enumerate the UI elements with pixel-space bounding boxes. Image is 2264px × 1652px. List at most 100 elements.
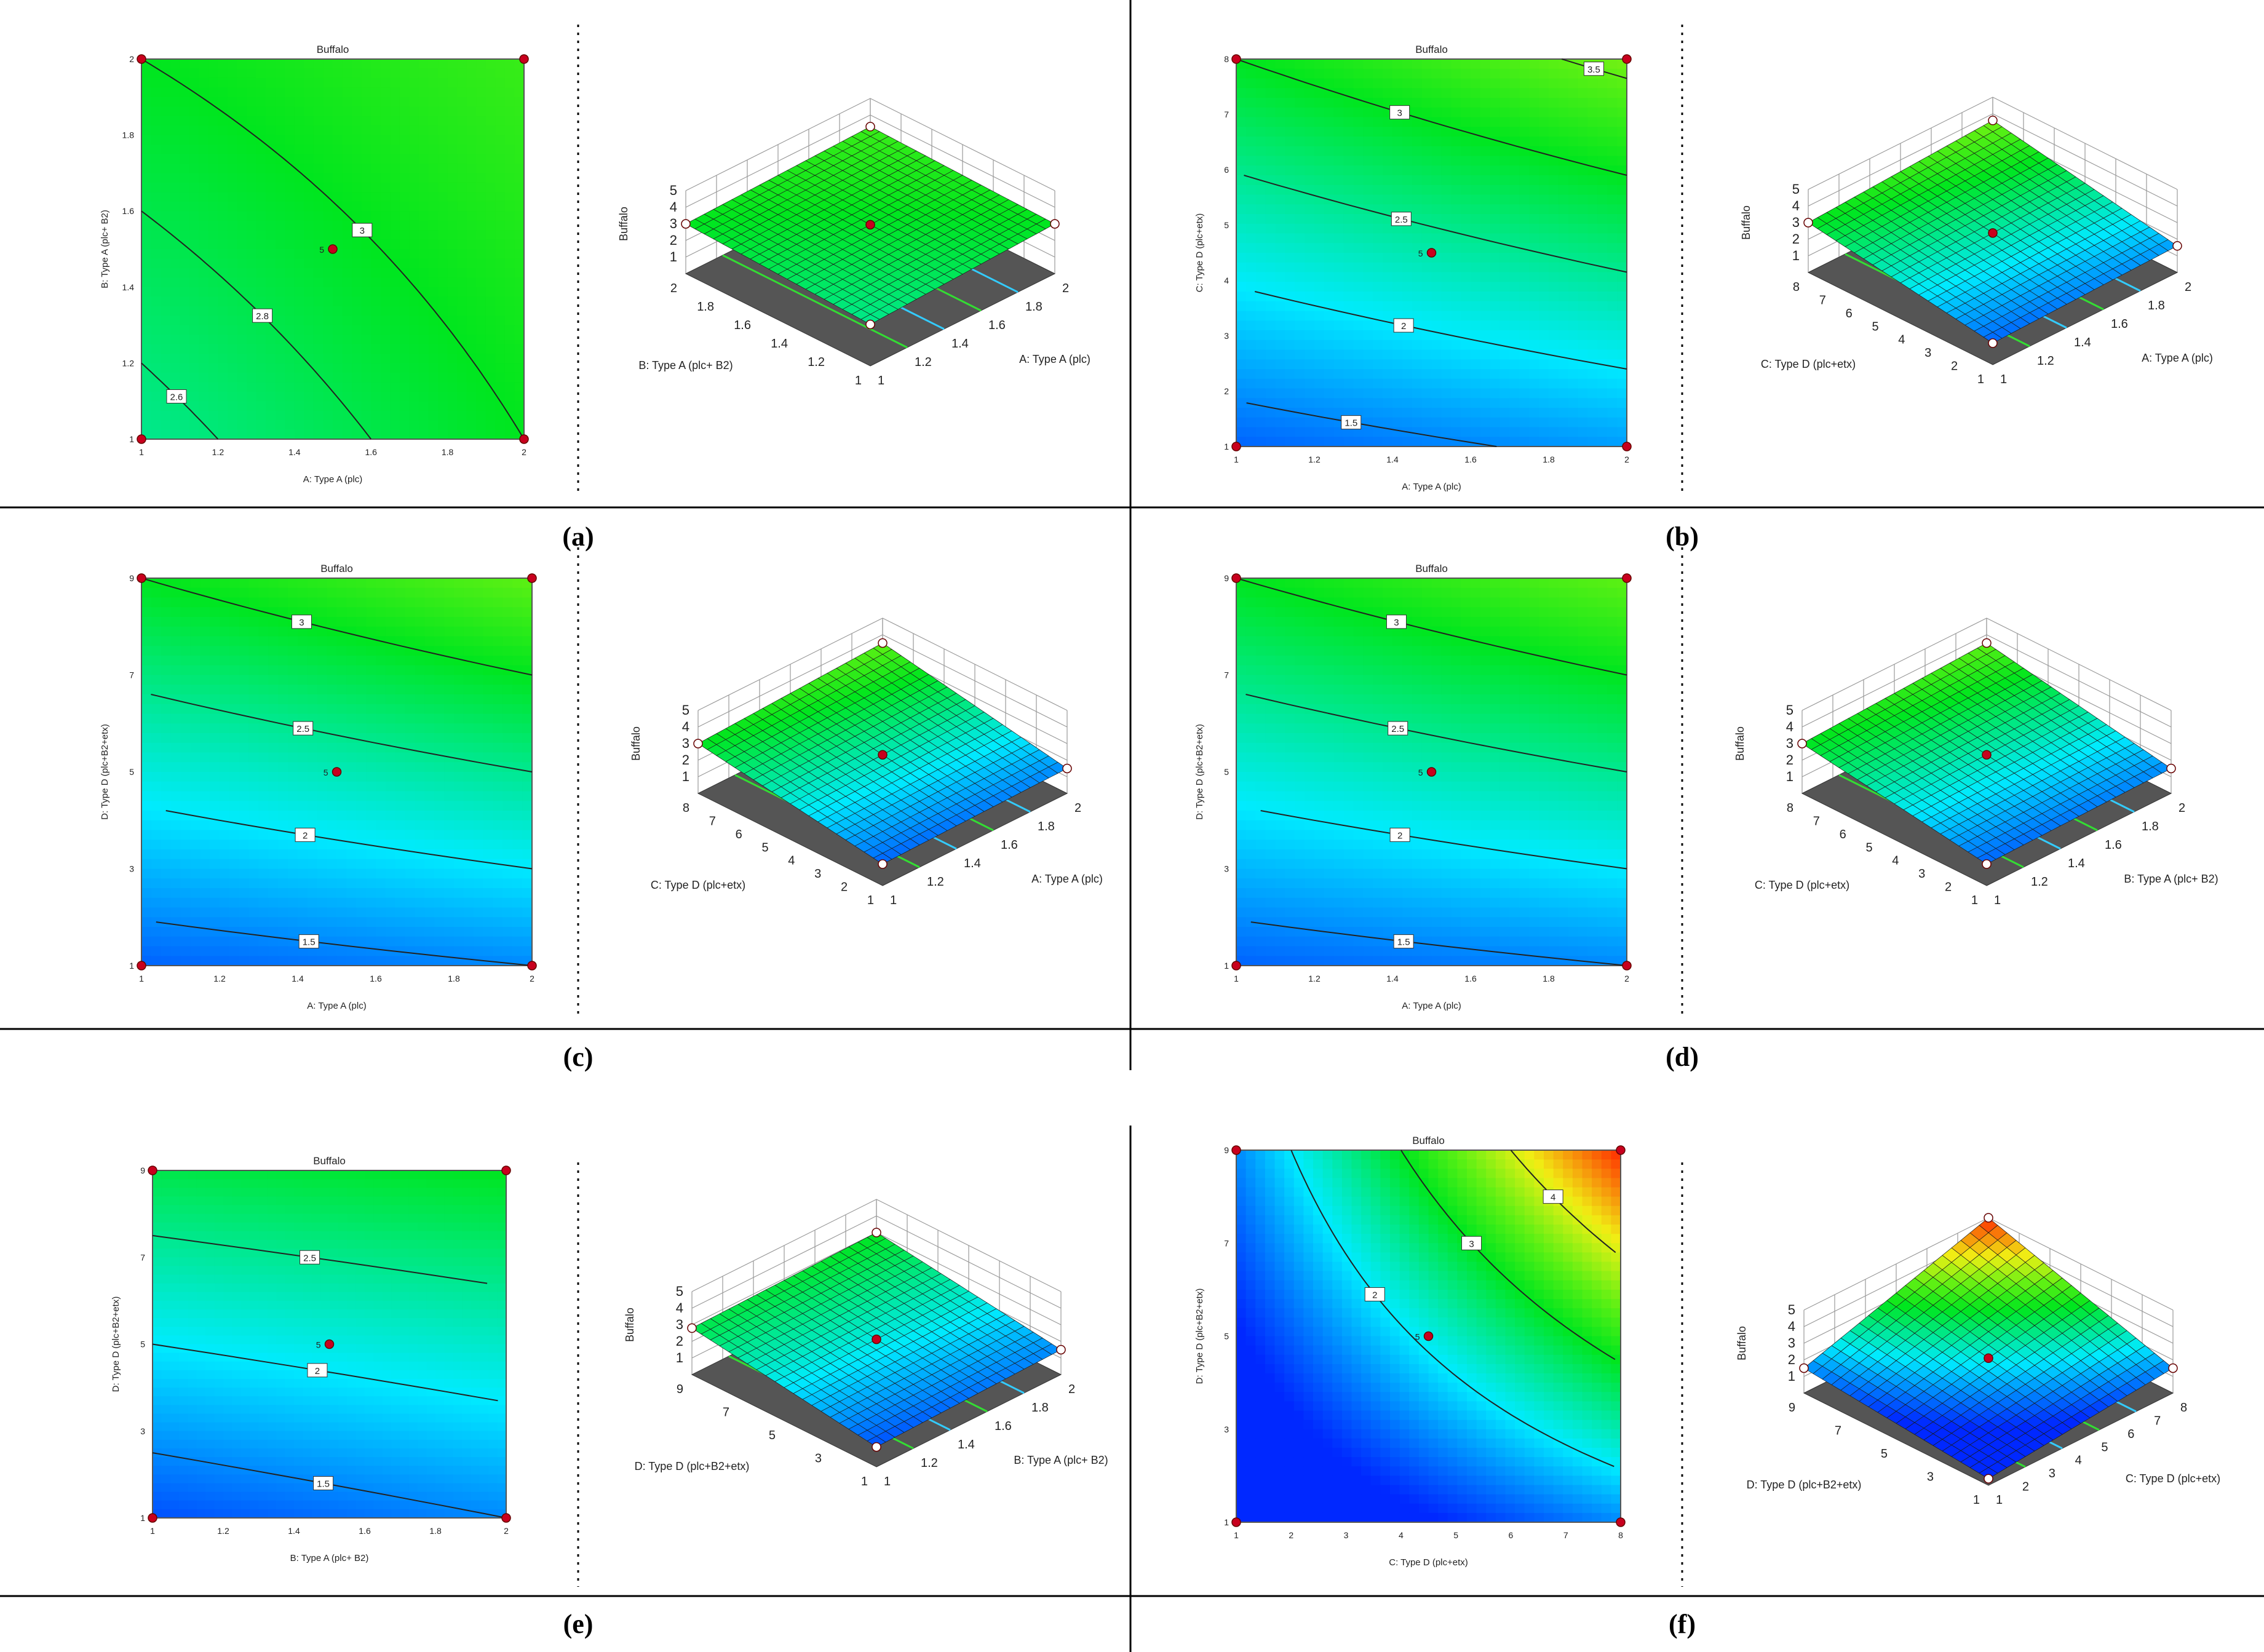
contour-cell xyxy=(304,372,314,383)
contour-cell xyxy=(476,59,487,69)
contour-cell xyxy=(1549,427,1559,437)
contour-cell xyxy=(208,239,218,250)
contour-cell xyxy=(141,325,152,335)
contour-cell xyxy=(1343,243,1354,253)
contour-cell xyxy=(161,587,172,598)
contour-cell xyxy=(1607,253,1618,263)
contour-cell xyxy=(514,363,525,373)
contour-cell xyxy=(333,306,343,316)
contour-cell xyxy=(247,401,257,411)
contour-cell xyxy=(161,723,172,734)
contour-cell xyxy=(1519,59,1530,69)
contour-cell xyxy=(1275,137,1285,147)
contour-cell xyxy=(151,410,161,421)
contour-y-tick: 3 xyxy=(1224,331,1229,341)
contour-cell xyxy=(248,752,260,763)
contour-cell xyxy=(227,277,238,288)
contour-cell xyxy=(1255,330,1266,341)
contour-cell xyxy=(476,401,487,411)
contour-cell xyxy=(1617,301,1627,312)
surface-design-point xyxy=(1803,218,1813,228)
contour-cell xyxy=(141,607,152,618)
contour-cell xyxy=(220,849,230,860)
contour-cell xyxy=(1558,194,1569,205)
contour-cell xyxy=(1275,427,1285,437)
contour-cell xyxy=(141,106,152,117)
contour-cell xyxy=(342,429,352,440)
contour-cell xyxy=(1314,137,1325,147)
contour-cell xyxy=(333,145,343,155)
contour-cell xyxy=(1402,165,1413,176)
contour-cell xyxy=(266,116,276,126)
contour-cell xyxy=(256,382,266,392)
contour-cell xyxy=(457,382,467,392)
contour-cell xyxy=(1549,68,1559,79)
contour-cell xyxy=(1333,185,1344,196)
contour-cell xyxy=(380,382,391,392)
contour-cell xyxy=(256,192,266,202)
contour-cell xyxy=(466,87,477,98)
contour-cell xyxy=(1558,165,1569,176)
contour-cell xyxy=(294,220,304,231)
contour-cell xyxy=(180,820,191,831)
contour-cell xyxy=(294,344,304,354)
contour-cell xyxy=(161,173,171,183)
contour-cell xyxy=(342,154,352,164)
contour-cell xyxy=(220,859,230,870)
contour-cell xyxy=(256,335,266,345)
contour-cell xyxy=(1383,330,1393,341)
contour-cell xyxy=(1499,98,1511,108)
contour-cell xyxy=(1539,137,1549,147)
contour-cell xyxy=(485,410,496,421)
contour-cell xyxy=(1587,282,1598,292)
contour-cell xyxy=(380,391,391,402)
contour-cell xyxy=(1578,185,1589,196)
contour-cell xyxy=(141,287,152,297)
contour-cell xyxy=(268,888,279,899)
contour-cell xyxy=(1305,117,1315,127)
contour-cell xyxy=(1255,194,1266,205)
contour-cell xyxy=(266,429,276,440)
contour-cell xyxy=(161,626,172,637)
contour-cell xyxy=(428,97,439,107)
contour-cell xyxy=(208,249,218,260)
contour-cell xyxy=(268,636,279,646)
contour-cell xyxy=(218,59,228,69)
contour-cell xyxy=(141,646,152,656)
contour-cell xyxy=(323,277,333,288)
contour-cell xyxy=(1412,88,1423,98)
contour-cell xyxy=(1471,427,1481,437)
contour-cell xyxy=(1295,301,1305,312)
contour-cell xyxy=(504,401,515,411)
contour-cell xyxy=(418,429,429,440)
contour-cell xyxy=(1265,156,1276,166)
contour-cell xyxy=(141,656,152,666)
contour-cell xyxy=(1363,282,1373,292)
contour-cell xyxy=(1363,408,1373,418)
contour-cell xyxy=(247,363,257,373)
contour-cell xyxy=(1363,437,1373,447)
contour-cell xyxy=(438,353,448,363)
contour-cell xyxy=(1441,388,1452,399)
contour-cell xyxy=(428,77,439,88)
contour-cell xyxy=(307,685,318,695)
contour-cell xyxy=(1529,156,1539,166)
contour-cell xyxy=(268,917,279,927)
contour-cell xyxy=(1441,59,1452,69)
contour-cell xyxy=(342,382,352,392)
contour-cell xyxy=(247,173,257,183)
contour-cell xyxy=(294,116,304,126)
contour-cell xyxy=(141,116,152,126)
contour-cell xyxy=(1324,262,1335,273)
contour-cell xyxy=(1617,427,1627,437)
contour-cell xyxy=(1558,417,1569,428)
contour-cell xyxy=(227,135,238,145)
contour-cell xyxy=(258,578,269,589)
contour-cell xyxy=(1587,330,1598,341)
contour-cell xyxy=(239,801,250,811)
contour-cell xyxy=(285,268,295,278)
contour-cell xyxy=(190,762,201,772)
contour-cell xyxy=(1480,68,1491,79)
contour-cell xyxy=(218,116,228,126)
contour-cell xyxy=(1295,282,1305,292)
